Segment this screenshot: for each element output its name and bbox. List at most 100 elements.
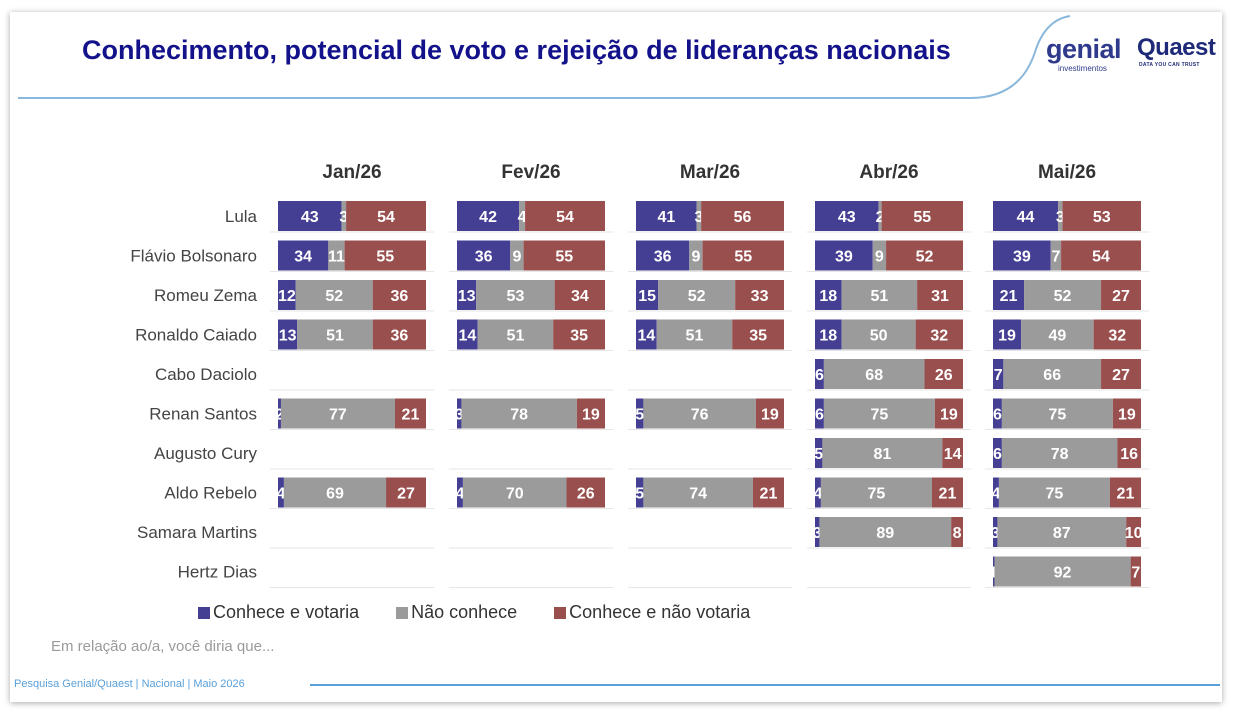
bar-segment-conhece-votaria [815, 398, 824, 429]
legend-label: Conhece e votaria [213, 602, 360, 622]
data-label: 8 [953, 525, 962, 542]
data-label: 36 [475, 249, 493, 266]
data-label: 36 [390, 328, 408, 345]
bar-segment-conhece-votaria [815, 517, 820, 547]
data-label: 10 [1125, 525, 1143, 542]
data-label: 5 [814, 446, 823, 463]
bar-segment-nao-conhece [994, 556, 1131, 587]
bar-segment-nao-conhece [998, 477, 1110, 508]
bar-segment-conhece-votaria [457, 319, 478, 350]
data-label: 5 [635, 407, 644, 424]
bar-segment-conhece-votaria [993, 359, 1004, 389]
genial-logo-sub: investimentos [1058, 64, 1107, 73]
data-label: 32 [930, 328, 948, 345]
bar-segment-conhece-votaria [815, 319, 842, 350]
bar-segment-nao-conhece [820, 477, 932, 508]
data-label: 6 [993, 446, 1002, 463]
legend-swatch [396, 606, 409, 619]
data-label: 33 [751, 288, 769, 305]
data-label: 4 [814, 486, 823, 503]
category-label: Augusto Cury [154, 444, 257, 463]
data-label: 51 [686, 328, 704, 345]
data-label: 43 [838, 209, 856, 226]
data-label: 52 [1054, 288, 1072, 305]
bar-segment-conhece-votaria [278, 319, 298, 350]
bar-segment-conhece-nao-votaria [1112, 398, 1141, 429]
data-label: 74 [689, 486, 707, 503]
category-label: Lula [225, 207, 258, 226]
bar-segment-nao-conhece [696, 201, 702, 231]
data-label: 19 [1118, 407, 1136, 424]
bar-segment-conhece-votaria [815, 280, 842, 310]
bar-segment-conhece-nao-votaria [1117, 438, 1141, 468]
bar-segment-nao-conhece [1058, 201, 1063, 231]
bar-segment-conhece-nao-votaria [735, 280, 784, 310]
category-label: Ronaldo Caiado [135, 326, 257, 345]
data-label: 32 [1108, 328, 1126, 345]
data-label: 54 [377, 209, 395, 226]
bar-segment-conhece-votaria [993, 438, 1002, 468]
bar-segment-conhece-votaria [636, 477, 644, 508]
slide: Conhecimento, potencial de voto e rejeiç… [10, 12, 1222, 702]
data-label: 49 [1048, 328, 1066, 345]
bar-segment-conhece-votaria [993, 398, 1002, 429]
bar-segment-conhece-nao-votaria [523, 240, 605, 271]
bar-segment-nao-conhece [519, 201, 526, 231]
bar-segment-conhece-nao-votaria [1126, 517, 1141, 547]
data-label: 18 [819, 288, 837, 305]
bar-segment-conhece-nao-votaria [1061, 240, 1141, 271]
bar-segment-nao-conhece [1024, 280, 1102, 310]
data-label: 56 [734, 209, 752, 226]
bar-segment-conhece-votaria [993, 240, 1051, 271]
bar-segment-conhece-votaria [815, 477, 821, 508]
bar-segment-nao-conhece [1001, 398, 1113, 429]
data-label: 9 [875, 249, 884, 266]
data-label: 35 [749, 328, 767, 345]
bar-segment-nao-conhece [283, 477, 387, 508]
bar-segment-conhece-nao-votaria [881, 201, 963, 231]
data-label: 50 [870, 328, 888, 345]
bar-segment-conhece-votaria [457, 280, 477, 310]
legend-swatch [198, 606, 210, 619]
legend-item-conhece-nao-votaria: Conhece e não votaria [554, 602, 750, 623]
legend-swatch [554, 606, 567, 619]
bar-segment-conhece-nao-votaria [576, 398, 605, 429]
bar-segment-conhece-nao-votaria [1130, 556, 1141, 587]
data-label: 3 [455, 407, 464, 424]
bar-segment-conhece-nao-votaria [553, 319, 605, 350]
data-label: 7 [994, 367, 1003, 384]
bar-segment-nao-conhece [841, 280, 918, 310]
data-label: 92 [1054, 565, 1072, 582]
footer-line [310, 684, 1220, 686]
bar-segment-conhece-votaria [636, 240, 690, 271]
data-label: 54 [556, 209, 574, 226]
legend-item-conhece-votaria: Conhece e votaria [198, 602, 359, 623]
data-label: 55 [913, 209, 931, 226]
data-label: 36 [390, 288, 408, 305]
data-label: 19 [940, 407, 958, 424]
bar-segment-nao-conhece [477, 319, 554, 350]
quaest-logo: Quaest [1137, 34, 1216, 61]
data-label: 81 [873, 446, 891, 463]
data-label: 3 [339, 209, 348, 226]
category-label: Romeu Zema [154, 286, 258, 305]
bar-segment-nao-conhece [328, 240, 345, 271]
data-label: 42 [479, 209, 497, 226]
bar-segment-conhece-votaria [636, 280, 659, 310]
bar-segment-conhece-votaria [278, 477, 284, 508]
bar-segment-conhece-nao-votaria [924, 359, 963, 389]
data-label: 18 [819, 328, 837, 345]
bar-segment-conhece-nao-votaria [344, 240, 426, 271]
bar-segment-conhece-nao-votaria [886, 240, 963, 271]
data-label: 6 [815, 407, 824, 424]
data-label: 44 [1017, 209, 1035, 226]
data-label: 52 [688, 288, 706, 305]
data-label: 19 [582, 407, 600, 424]
data-label: 69 [326, 486, 344, 503]
data-label: 43 [301, 209, 319, 226]
data-label: 87 [1053, 525, 1071, 542]
data-label: 6 [815, 367, 824, 384]
data-label: 26 [935, 367, 953, 384]
bar-segment-conhece-votaria [636, 319, 657, 350]
data-label: 3 [813, 525, 822, 542]
